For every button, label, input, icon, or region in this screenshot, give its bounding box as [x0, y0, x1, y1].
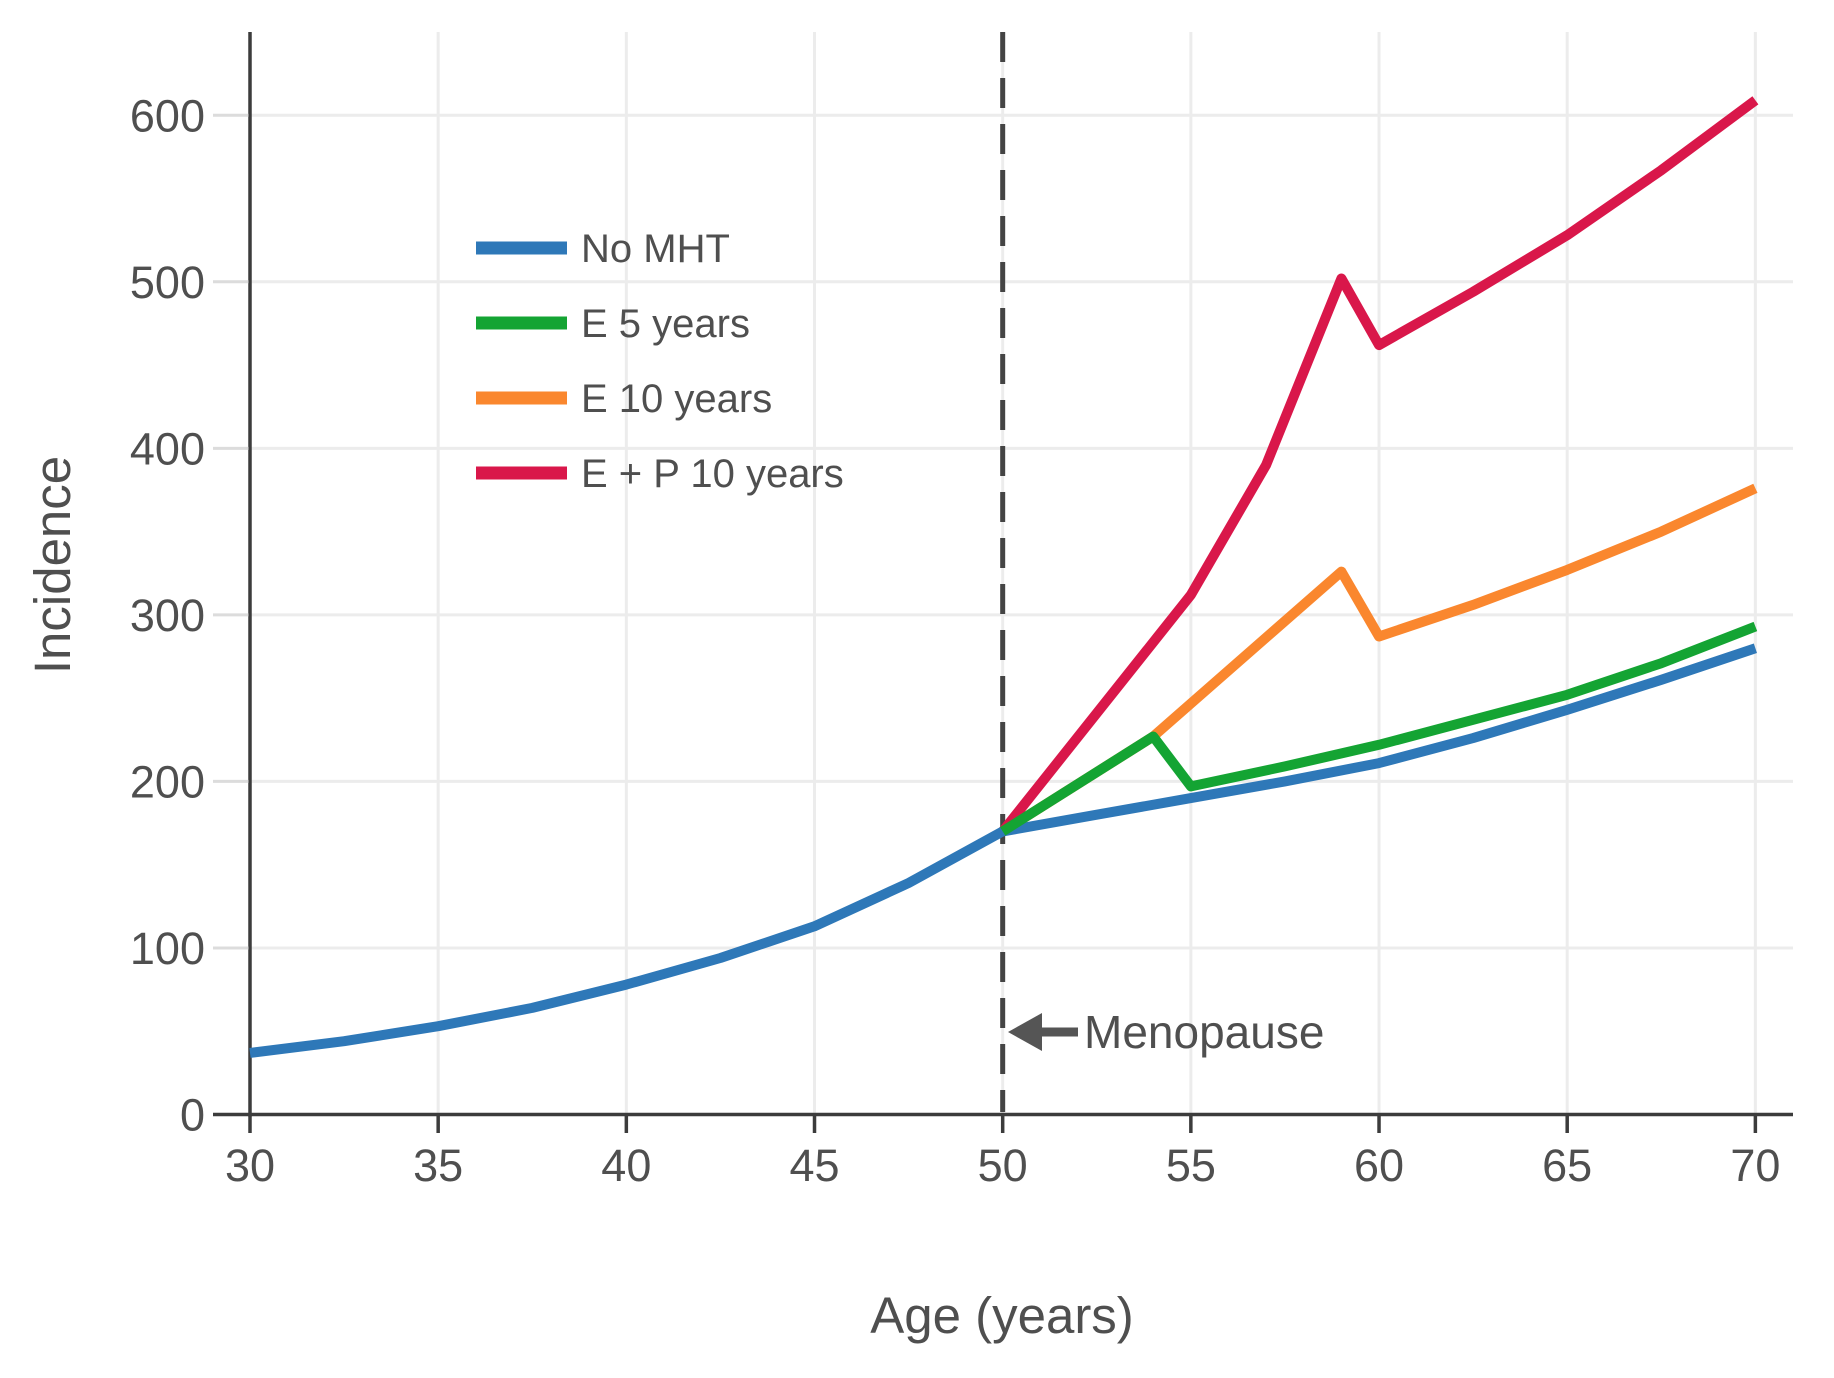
- y-tick-label-200: 200: [130, 756, 205, 807]
- legend-label-e-p-10-years: E + P 10 years: [581, 452, 844, 496]
- x-tick-label-30: 30: [225, 1140, 275, 1191]
- menopause-label: Menopause: [1084, 1006, 1324, 1058]
- x-tick-label-50: 50: [978, 1140, 1028, 1191]
- menopause-annotation: Menopause: [1008, 1006, 1324, 1058]
- legend-item-e-10-years: E 10 years: [476, 377, 772, 421]
- y-tick-label-400: 400: [130, 423, 205, 474]
- x-tick-label-70: 70: [1730, 1140, 1780, 1191]
- left-arrow-stem: [1038, 1027, 1078, 1037]
- axes: [213, 32, 1793, 1133]
- legend-item-e-5-years: E 5 years: [476, 302, 750, 346]
- legend-label-e-10-years: E 10 years: [581, 377, 772, 421]
- legend-item-no-mht: No MHT: [476, 227, 730, 271]
- series-line-e-10-years: [1000, 483, 1758, 836]
- y-tick-label-500: 500: [130, 257, 205, 308]
- gridlines: [250, 32, 1793, 1115]
- x-tick-label-55: 55: [1166, 1140, 1216, 1191]
- y-tick-label-100: 100: [130, 923, 205, 974]
- tick-labels: 30 35 40 45 50 55 60 65 70 0 100 200 300 400 500 600: [130, 90, 1780, 1191]
- x-tick-label-65: 65: [1542, 1140, 1592, 1191]
- series-line-e-p-10-years: [998, 96, 1759, 835]
- y-tick-label-300: 300: [130, 590, 205, 641]
- legend-label-no-mht: No MHT: [581, 227, 730, 271]
- y-tick-label-600: 600: [130, 90, 205, 141]
- series-line-e-5-years: [1000, 621, 1758, 836]
- y-tick-label-0: 0: [180, 1090, 205, 1141]
- x-tick-label-35: 35: [413, 1140, 463, 1191]
- x-tick-label-60: 60: [1354, 1140, 1404, 1191]
- x-tick-label-45: 45: [789, 1140, 839, 1191]
- x-axis-title: Age (years): [870, 1287, 1134, 1344]
- data-series: [249, 96, 1759, 1058]
- legend: No MHT E 5 years E 10 years E + P 10 yea…: [476, 227, 844, 496]
- y-axis-title: Incidence: [24, 456, 81, 674]
- left-arrow-icon: [1008, 1013, 1042, 1051]
- legend-label-e-5-years: E 5 years: [581, 302, 750, 346]
- legend-item-e-p-10-years: E + P 10 years: [476, 452, 844, 496]
- x-tick-label-40: 40: [601, 1140, 651, 1191]
